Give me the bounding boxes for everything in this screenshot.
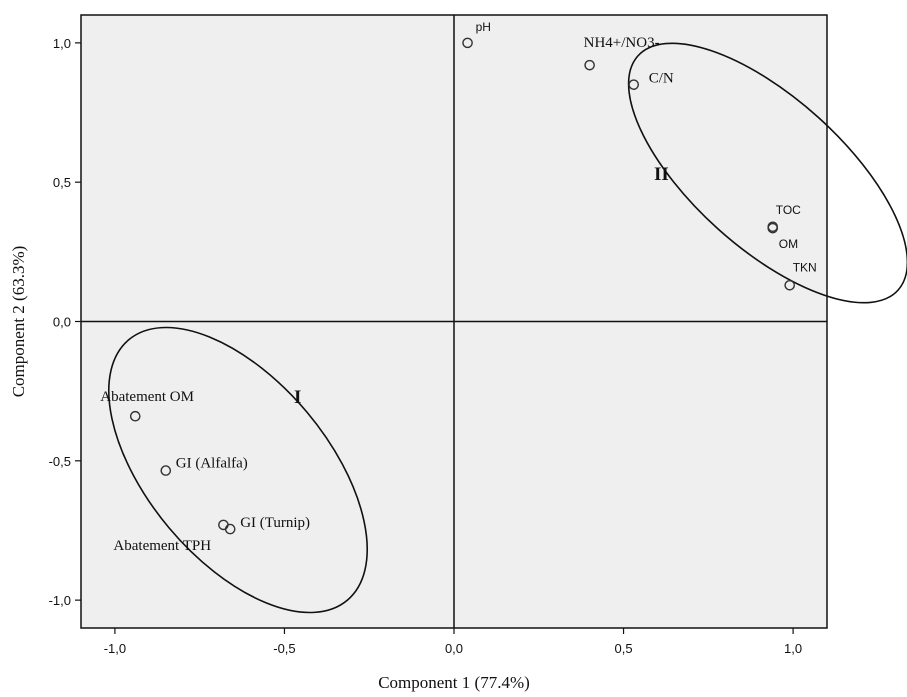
x-tick-label: 0,0: [445, 641, 463, 656]
x-tick-label: -1,0: [104, 641, 126, 656]
y-tick-label: 0,5: [53, 175, 71, 190]
point-label: OM: [779, 237, 798, 251]
y-tick-label: -0,5: [49, 454, 71, 469]
y-tick-label: 1,0: [53, 36, 71, 51]
y-tick-label: 0,0: [53, 315, 71, 330]
point-label: NH4+/NO3-: [584, 35, 660, 51]
point-label: Abatement OM: [100, 389, 194, 405]
x-tick-label: 1,0: [784, 641, 802, 656]
data-point: [160, 465, 172, 476]
point-label: TOC: [776, 203, 801, 217]
point-label: TKN: [793, 260, 817, 274]
point-label: GI (Turnip): [240, 515, 310, 531]
y-axis-title: Component 2 (63.3%): [9, 246, 28, 398]
group-I-ellipse: [107, 326, 369, 614]
x-tick-label: 0,5: [615, 641, 633, 656]
data-point: [584, 59, 595, 71]
y-tick-label: -1,0: [49, 593, 71, 608]
data-point: [628, 79, 640, 90]
x-axis-ticks: -1,0 -0,5 0,0 0,5 1,0: [104, 628, 802, 656]
data-point: [129, 410, 141, 422]
y-axis-ticks: 1,0 0,5 0,0 -0,5 -1,0: [49, 36, 81, 608]
group-II-label: II: [654, 164, 669, 185]
point-label: pH: [476, 20, 491, 34]
data-point: [462, 37, 473, 49]
data-point: [218, 519, 229, 531]
x-axis-title: Component 1 (77.4%): [378, 673, 530, 692]
point-label: C/N: [649, 71, 674, 87]
data-point: [784, 279, 796, 291]
data-points: [129, 37, 796, 535]
point-label: GI (Alfalfa): [176, 456, 248, 472]
group-I-label: I: [294, 387, 301, 408]
group-II-ellipse: [627, 42, 907, 304]
point-label: Abatement TPH: [113, 538, 211, 554]
group-ellipses: [107, 42, 907, 614]
x-tick-label: -0,5: [273, 641, 295, 656]
point-labels: pH NH4+/NO3- C/N TOC OM TKN Abatement OM GI (Al…: [100, 20, 816, 554]
data-point: [767, 222, 779, 234]
